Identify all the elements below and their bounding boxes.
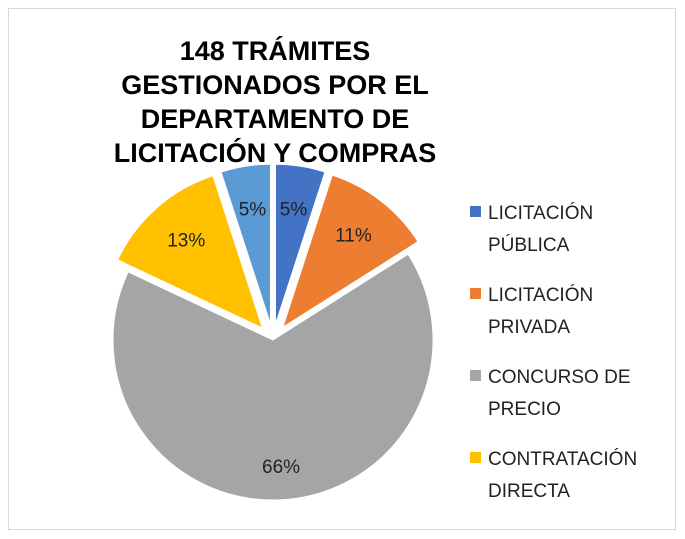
- legend-swatch: [470, 452, 481, 463]
- chart-frame: [8, 8, 676, 530]
- chart-title: 148 TRÁMITES GESTIONADOS POR EL DEPARTAM…: [113, 36, 437, 168]
- legend-label: LICITACIÓN PÚBLICA: [488, 203, 594, 256]
- legend-swatch: [470, 206, 481, 217]
- pie-slice: [112, 253, 434, 501]
- legend-label: LICITACIÓN PRIVADA: [488, 285, 594, 338]
- legend-label: CONCURSO DE PRECIO: [488, 367, 631, 420]
- data-label: 5%: [280, 199, 308, 220]
- legend-entry: CONCURSO DE PRECIO: [470, 362, 670, 426]
- pie-slice: [275, 163, 326, 325]
- legend-entry: LICITACIÓN PÚBLICA: [470, 198, 670, 262]
- pie-slice: [116, 175, 264, 329]
- pie-slice: [220, 163, 271, 325]
- legend-entry: CONTRATACIÓN DIRECTA: [470, 444, 670, 508]
- legend-entry: LICITACIÓN PRIVADA: [470, 280, 670, 344]
- legend-label: CONTRATACIÓN DIRECTA: [488, 449, 638, 502]
- data-label: 13%: [167, 231, 205, 252]
- data-label: 11%: [335, 225, 372, 246]
- data-label: 5%: [239, 199, 267, 220]
- legend-swatch: [470, 288, 481, 299]
- data-label: 66%: [262, 457, 300, 478]
- legend-swatch: [470, 370, 481, 381]
- pie-slice: [281, 174, 419, 329]
